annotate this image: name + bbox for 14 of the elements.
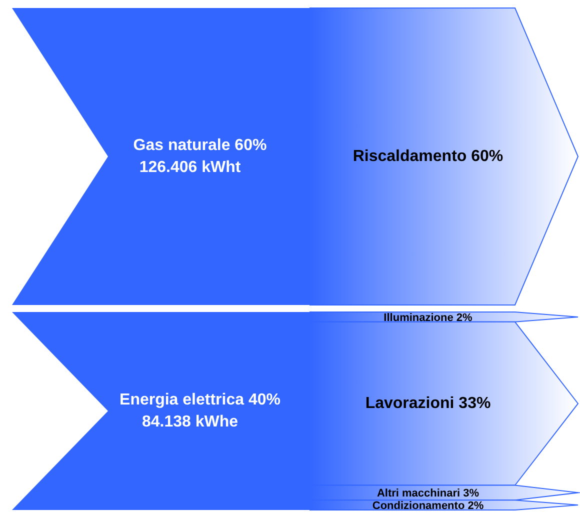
category-label: Condizionamento — [372, 500, 465, 512]
data-label: 60% — [471, 148, 504, 165]
category-label: Altri macchinari — [376, 488, 460, 500]
text: 126.406 kWht — [139, 158, 242, 176]
data-label: 2% — [468, 500, 484, 512]
category-label: Riscaldamento — [352, 148, 467, 165]
text: 84.138 kWhe — [142, 413, 238, 430]
category-label: Illuminazione — [384, 312, 454, 324]
series-label: Energia elettrica 40% — [120, 391, 280, 408]
data-label: 33% — [458, 394, 491, 412]
data-label: 2% — [456, 312, 473, 324]
category-label: Lavorazioni — [365, 394, 454, 412]
text: Gas naturale 60% — [133, 136, 267, 154]
data-label: 3% — [463, 488, 480, 500]
